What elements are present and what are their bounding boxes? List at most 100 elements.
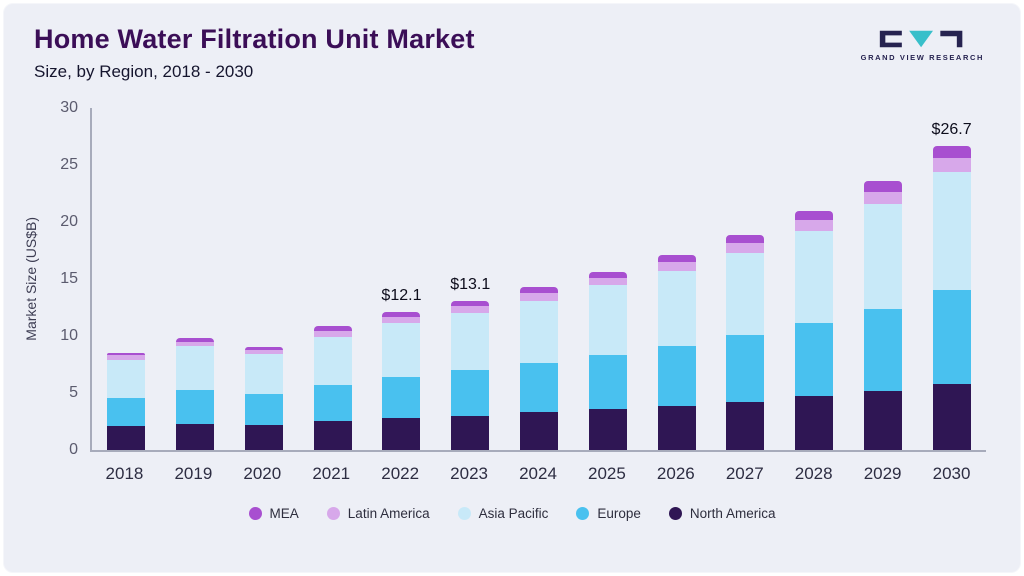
segment-north-america (657, 405, 696, 450)
stacked-bar-2030 (932, 145, 971, 450)
bar-value-label-2022: $12.1 (381, 287, 422, 305)
bar-group-2030: $26.7 (917, 108, 986, 450)
segment-latin-america (795, 220, 834, 232)
segment-north-america (519, 412, 558, 450)
y-tick-15: 15 (60, 270, 78, 287)
segment-europe (726, 334, 765, 403)
stacked-bar-2024 (519, 286, 558, 450)
segment-asia-pacific (244, 354, 283, 395)
segment-europe (176, 389, 215, 424)
segment-latin-america (244, 349, 283, 355)
segment-north-america (795, 396, 834, 450)
segment-europe (107, 397, 146, 427)
bar-group-2021 (298, 108, 367, 450)
stacked-bar-2028 (795, 210, 834, 450)
segment-mea (795, 210, 834, 221)
x-tick-2026: 2026 (656, 464, 695, 483)
bar-group-2028 (780, 108, 849, 450)
segment-asia-pacific (176, 346, 215, 390)
legend-swatch-icon (457, 507, 471, 520)
bar-group-2020 (230, 108, 299, 450)
bar-group-2027 (711, 108, 780, 450)
y-tick-25: 25 (60, 156, 78, 173)
bar-value-label-2023: $13.1 (450, 275, 491, 293)
segment-mea (726, 234, 765, 244)
segment-europe (451, 370, 490, 416)
legend-item-north-america: North America (668, 506, 776, 521)
bar-group-2018 (92, 108, 161, 450)
bar-group-2022: $12.1 (367, 108, 436, 450)
legend-label: Asia Pacific (478, 506, 549, 521)
y-tick-20: 20 (60, 213, 78, 230)
segment-north-america (176, 423, 215, 450)
grand-view-research-logo: GRAND VIEW RESEARCH (861, 28, 984, 62)
segment-north-america (451, 415, 490, 450)
segment-mea (588, 272, 627, 278)
x-tick-2030: 2030 (932, 464, 971, 483)
header-text-block: Home Water Filtration Unit Market Size, … (34, 24, 475, 82)
page-subtitle: Size, by Region, 2018 - 2030 (34, 62, 254, 81)
segment-asia-pacific (932, 171, 971, 291)
segment-mea (863, 180, 902, 192)
bar-group-2019 (161, 108, 230, 450)
legend-item-europe: Europe (576, 506, 641, 521)
bar-group-2023: $13.1 (436, 108, 505, 450)
legend-swatch-icon (326, 507, 340, 520)
segment-mea (451, 300, 490, 307)
segment-europe (932, 290, 971, 384)
gvr-logo-text: GRAND VIEW RESEARCH (860, 53, 984, 62)
bar-group-2025 (573, 108, 642, 450)
y-tick-10: 10 (60, 327, 78, 344)
stacked-bar-2019 (176, 338, 215, 450)
bar-group-2026 (642, 108, 711, 450)
segment-latin-america (519, 293, 558, 301)
segment-mea (932, 145, 971, 159)
segment-latin-america (382, 317, 421, 324)
segment-latin-america (657, 262, 696, 272)
segment-latin-america (932, 158, 971, 172)
x-tick-2020: 2020 (243, 464, 282, 483)
x-tick-2018: 2018 (105, 464, 144, 483)
legend-label: North America (689, 506, 776, 521)
y-tick-5: 5 (69, 384, 78, 401)
legend-swatch-icon (668, 507, 682, 520)
segment-north-america (863, 390, 902, 450)
x-tick-2023: 2023 (450, 464, 488, 483)
stacked-bar-2021 (313, 326, 352, 450)
segment-europe (313, 385, 352, 422)
x-axis-ticks: 2018 2019 2020 2021 2022 2023 2024 2025 2026 2027… (90, 464, 986, 484)
segment-latin-america (726, 243, 765, 253)
segment-mea (244, 346, 283, 350)
x-tick-2021: 2021 (312, 464, 351, 483)
y-tick-30: 30 (60, 99, 78, 116)
segment-latin-america (176, 341, 215, 347)
segment-mea (382, 312, 421, 318)
segment-asia-pacific (726, 252, 765, 335)
x-tick-2029: 2029 (863, 464, 902, 483)
page-title: Home Water Filtration Unit Market (34, 24, 475, 54)
y-axis-label: Market Size (US$B) (23, 217, 39, 341)
segment-north-america (588, 408, 627, 450)
segment-europe (863, 308, 902, 391)
segment-north-america (107, 426, 146, 450)
stacked-bar-2027 (726, 234, 765, 450)
legend-label: Latin America (347, 506, 430, 521)
legend-item-latin-america: Latin America (326, 506, 430, 521)
plot-area: $12.1 $13.1 $26.7 (90, 108, 986, 452)
stacked-bar-2026 (657, 255, 696, 450)
segment-europe (519, 363, 558, 413)
x-tick-2022: 2022 (381, 464, 420, 483)
stacked-bar-2025 (588, 272, 627, 450)
segment-asia-pacific (519, 300, 558, 364)
segment-latin-america (863, 191, 902, 204)
stacked-bar-2023 (451, 300, 490, 450)
segment-asia-pacific (657, 271, 696, 347)
segment-north-america (313, 421, 352, 450)
bar-value-label-2030: $26.7 (931, 120, 972, 138)
segment-europe (382, 377, 421, 419)
segment-latin-america (313, 331, 352, 338)
segment-europe (795, 323, 834, 397)
chart-legend: MEA Latin America Asia Pacific Europe North … (4, 506, 1020, 521)
legend-item-asia-pacific: Asia Pacific (457, 506, 549, 521)
segment-asia-pacific (451, 313, 490, 371)
